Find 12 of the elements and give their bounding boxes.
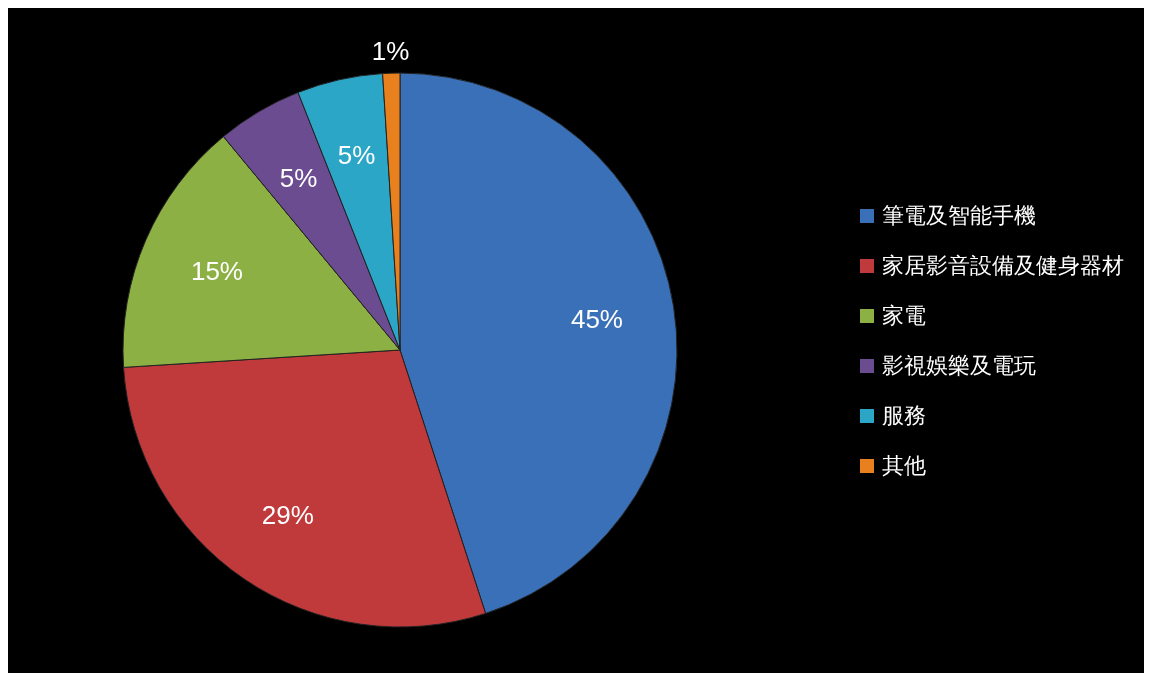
legend-label: 家電 [882, 301, 926, 330]
data-label: 1% [371, 36, 410, 67]
data-label: 15% [190, 255, 243, 286]
data-label: 5% [279, 163, 318, 194]
legend-label: 筆電及智能手機 [882, 201, 1036, 230]
data-label: 29% [261, 499, 314, 530]
data-label: 45% [570, 303, 624, 334]
legend-label: 影視娛樂及電玩 [882, 351, 1036, 380]
legend-label: 家居影音設備及健身器材 [882, 251, 1124, 280]
data-label: 5% [337, 140, 376, 171]
legend-label: 其他 [882, 451, 926, 480]
legend-label: 服務 [882, 401, 926, 430]
